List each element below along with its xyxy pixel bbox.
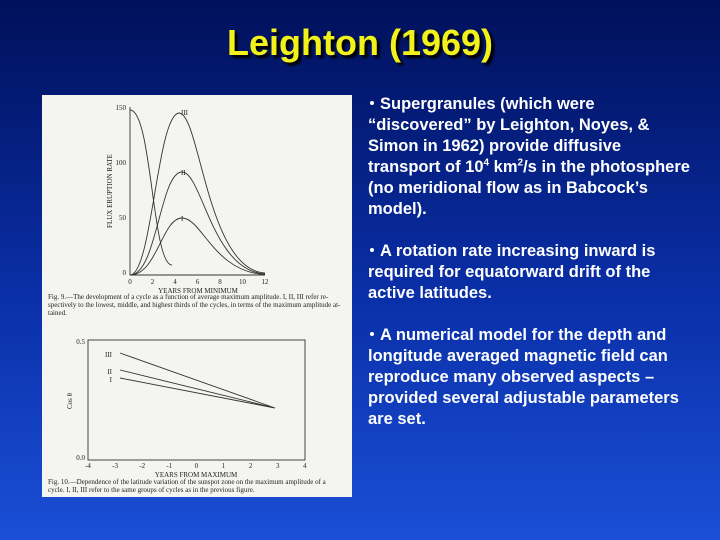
x-tick-label: 4 xyxy=(173,278,177,286)
x-tick-label: 8 xyxy=(218,278,222,286)
bullet: A rotation rate increasing inward is req… xyxy=(368,241,690,304)
figure2-axes xyxy=(87,339,306,461)
x-tick-label: 10 xyxy=(239,278,247,286)
axis-title: Cos θ xyxy=(66,392,74,409)
curve-label: I xyxy=(110,376,113,384)
curve xyxy=(129,109,266,276)
caption: Fig. 9.—The development of a cycle as a … xyxy=(48,293,329,301)
caption: Fig. 10.—Dependence of the latitude vari… xyxy=(48,478,327,486)
x-tick-label: 6 xyxy=(196,278,200,286)
y-tick-label: 150 xyxy=(116,104,127,112)
x-tick-label: 4 xyxy=(303,462,307,470)
figure-background xyxy=(42,95,352,497)
x-tick-label: 12 xyxy=(262,278,270,286)
x-tick-label: 2 xyxy=(151,278,155,286)
text: A numerical model for the depth and long… xyxy=(368,326,679,428)
curve-label: I xyxy=(181,215,184,223)
y-tick-label: 0.0 xyxy=(76,454,85,462)
axis-title: FLUX ERUPTION RATE xyxy=(106,154,114,228)
caption: cycle. I, II, III refer to the same grou… xyxy=(48,486,255,494)
y-tick-label: 100 xyxy=(116,159,127,167)
text: km xyxy=(489,158,518,176)
y-tick-label: 50 xyxy=(119,214,127,222)
x-tick-label: -1 xyxy=(166,462,172,470)
curve-label: II xyxy=(181,169,186,177)
x-tick-label: 0 xyxy=(128,278,132,286)
superscript: 2 xyxy=(517,157,524,169)
axis-title: YEARS FROM MAXIMUM xyxy=(155,471,238,479)
text: /s in the photosphere (no meridional flo… xyxy=(368,158,690,218)
x-tick-label: -3 xyxy=(112,462,118,470)
x-tick-label: 2 xyxy=(249,462,253,470)
caption: tained. xyxy=(48,309,67,317)
x-tick-label: -4 xyxy=(85,462,91,470)
curve xyxy=(119,352,276,409)
caption: spectively to the lowest, middle, and hi… xyxy=(48,301,341,309)
x-tick-label: 1 xyxy=(222,462,226,470)
x-tick-label: 3 xyxy=(276,462,280,470)
curve xyxy=(129,171,266,276)
axis-title: YEARS FROM MINIMUM xyxy=(158,287,239,295)
text: A rotation rate increasing inward is req… xyxy=(368,242,656,302)
bullet-list: Supergranules (which were “discovered” b… xyxy=(368,94,690,451)
curve-label: II xyxy=(107,368,112,376)
slide-title: Leighton (1969) xyxy=(226,22,494,63)
axis-box xyxy=(87,339,306,461)
figure1-axes xyxy=(129,107,266,276)
curve xyxy=(129,217,266,276)
bullet: Supergranules (which were “discovered” b… xyxy=(368,94,690,220)
curve-label: III xyxy=(181,109,189,117)
superscript: 4 xyxy=(483,157,490,169)
x-tick-label: -2 xyxy=(139,462,145,470)
bullet: A numerical model for the depth and long… xyxy=(368,325,690,430)
y-tick-label: 0 xyxy=(123,269,127,277)
y-tick-label: 0.5 xyxy=(76,338,85,346)
x-tick-label: 0 xyxy=(195,462,199,470)
text: Supergranules (which were “discovered” b… xyxy=(368,95,650,176)
curve-label: III xyxy=(105,351,113,359)
